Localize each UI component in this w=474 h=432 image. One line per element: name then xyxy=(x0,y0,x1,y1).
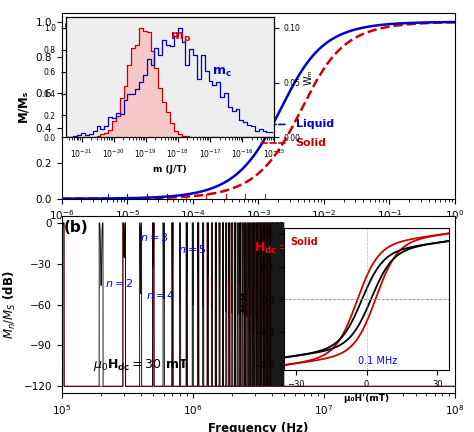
X-axis label: Static Magnetic Field (T/μ₀): Static Magnetic Field (T/μ₀) xyxy=(167,228,349,241)
Text: $n=4$: $n=4$ xyxy=(146,289,175,301)
Text: Solid: Solid xyxy=(296,138,327,148)
Text: $\mu_0\mathbf{H_{dc}}=30$ mT: $\mu_0\mathbf{H_{dc}}=30$ mT xyxy=(93,357,189,373)
Y-axis label: Wₘ: Wₘ xyxy=(303,69,314,85)
Text: $n=3$: $n=3$ xyxy=(140,231,169,243)
Y-axis label: $M_n/M_S$ (dB): $M_n/M_S$ (dB) xyxy=(2,270,18,339)
Y-axis label: M/Mₛ: M/Mₛ xyxy=(17,90,30,122)
Text: $n=2$: $n=2$ xyxy=(105,277,134,289)
Text: (a): (a) xyxy=(64,19,88,34)
Text: (b): (b) xyxy=(64,219,88,235)
Text: $n=5$: $n=5$ xyxy=(178,243,206,255)
Text: Liquid: Liquid xyxy=(296,119,334,130)
X-axis label: Frequency (Hz): Frequency (Hz) xyxy=(208,422,309,432)
Text: $\mathbf{H_{dc}}=0$: $\mathbf{H_{dc}}=0$ xyxy=(255,241,301,255)
